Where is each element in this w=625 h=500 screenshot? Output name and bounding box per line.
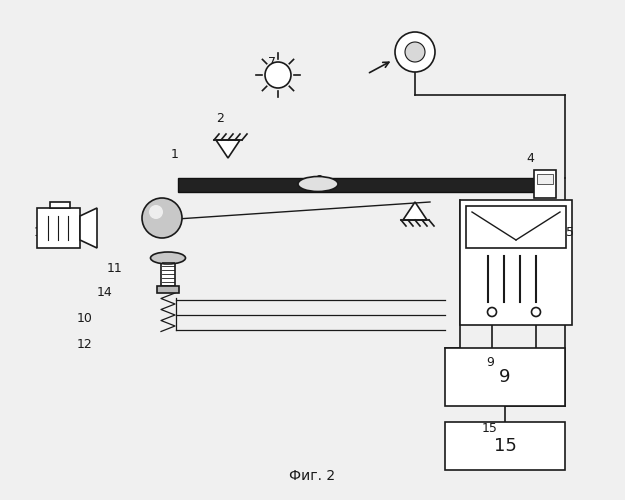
- Text: 11: 11: [107, 262, 123, 274]
- Bar: [445, 422, 565, 470]
- Text: 15: 15: [494, 437, 516, 455]
- Circle shape: [149, 205, 163, 219]
- Text: 7: 7: [268, 56, 276, 68]
- Bar: [460, 200, 572, 325]
- Text: 9: 9: [486, 356, 494, 368]
- Text: 12: 12: [77, 338, 93, 351]
- Bar: [534, 170, 556, 198]
- Text: 15: 15: [482, 422, 498, 434]
- Ellipse shape: [151, 252, 186, 264]
- Bar: [537, 174, 553, 184]
- Bar: [466, 206, 566, 248]
- Bar: [157, 286, 179, 293]
- Text: 4: 4: [526, 152, 534, 164]
- Polygon shape: [403, 202, 427, 220]
- Bar: [445, 348, 565, 406]
- Text: 2: 2: [216, 112, 224, 124]
- Bar: [178, 178, 552, 192]
- Circle shape: [405, 42, 425, 62]
- Circle shape: [265, 62, 291, 88]
- Polygon shape: [216, 140, 240, 158]
- Text: 3: 3: [158, 208, 166, 222]
- Text: 13: 13: [34, 226, 50, 238]
- Circle shape: [531, 308, 541, 316]
- Circle shape: [142, 198, 182, 238]
- Ellipse shape: [298, 176, 338, 192]
- Polygon shape: [80, 208, 97, 248]
- Text: Фиг. 2: Фиг. 2: [289, 469, 335, 483]
- Polygon shape: [37, 208, 80, 248]
- Circle shape: [488, 308, 496, 316]
- Text: 9: 9: [499, 368, 511, 386]
- Circle shape: [395, 32, 435, 72]
- Text: 14: 14: [97, 286, 113, 298]
- Text: 1: 1: [171, 148, 179, 162]
- Bar: [50, 202, 70, 208]
- Text: 10: 10: [77, 312, 93, 324]
- Text: 5: 5: [566, 226, 574, 238]
- Text: 6: 6: [314, 174, 322, 186]
- Text: 8: 8: [411, 36, 419, 49]
- Bar: [161, 258, 175, 286]
